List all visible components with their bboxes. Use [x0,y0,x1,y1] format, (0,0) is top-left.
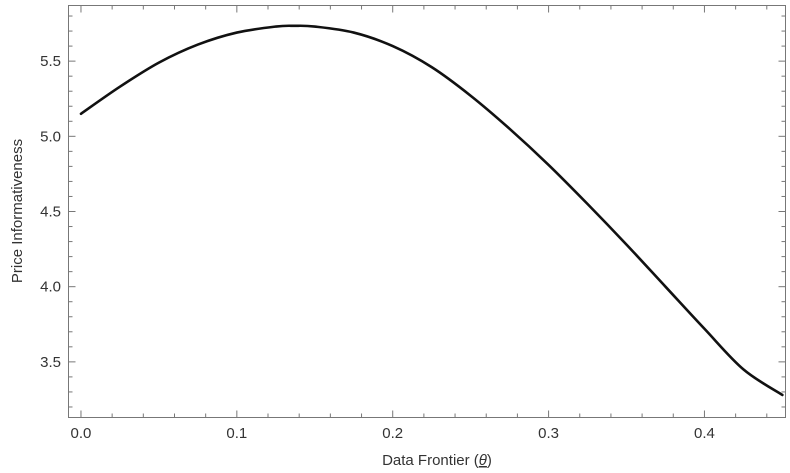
x-tick-label: 0.3 [538,425,559,442]
y-tick-label: 3.5 [40,354,61,371]
y-tick-label: 4.0 [40,279,61,296]
series-layer [79,24,784,397]
x-axis-title: Data Frontier (θ) [382,452,492,469]
ticks-layer [68,5,786,418]
y-axis-title: Price Informativeness [9,139,26,283]
x-tick-label: 0.0 [71,425,92,442]
y-tick-label: 4.5 [40,204,61,221]
y-tick-label: 5.5 [40,53,61,70]
tick-labels-layer: 0.0 0.1 0.2 0.3 0.4 3.5 4.0 4.5 5.0 5.5 [40,53,715,442]
x-tick-label: 0.4 [694,425,715,442]
x-tick-label: 0.2 [382,425,403,442]
y-tick-label: 5.0 [40,128,61,145]
x-tick-label: 0.1 [226,425,247,442]
series-line-0 [79,24,784,397]
x-axis-theta-symbol: θ [479,452,487,469]
plot-frame [68,5,786,418]
